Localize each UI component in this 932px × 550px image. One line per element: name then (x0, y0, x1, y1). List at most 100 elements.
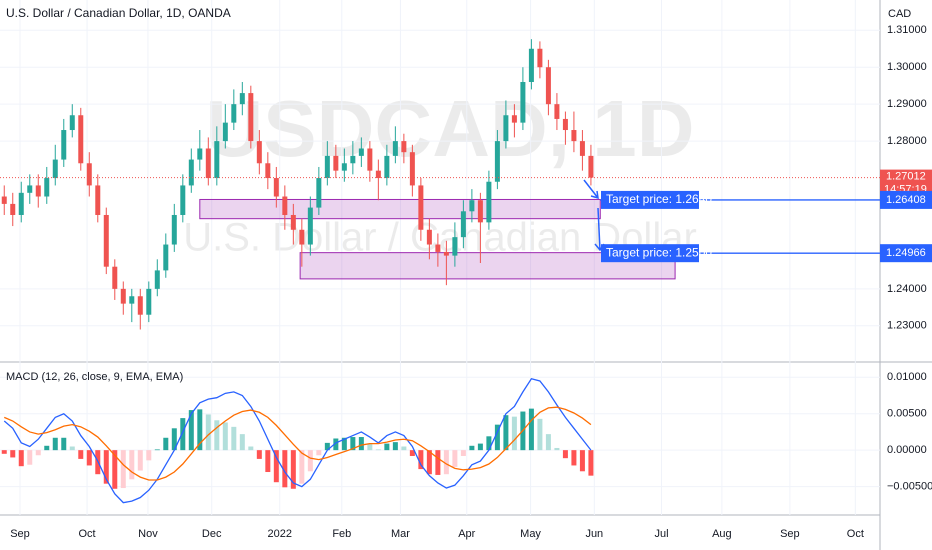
histogram-bar (418, 450, 424, 470)
candle-body (537, 48, 543, 68)
histogram-bar (282, 450, 288, 488)
histogram-bar (35, 450, 41, 456)
histogram-bar (1, 450, 7, 454)
macd-line (3, 378, 592, 504)
candle-body (528, 48, 534, 83)
candle-body (10, 203, 16, 215)
histogram-bar (137, 450, 143, 471)
y-tick-label: 0.01000 (887, 371, 927, 383)
histogram-bar (443, 450, 449, 475)
y-tick-label: 1.28000 (887, 135, 927, 147)
zone (199, 198, 601, 220)
candle-body (477, 200, 483, 223)
histogram-bar (163, 437, 169, 451)
candle-body (188, 159, 194, 186)
target-label: Target price: 1.2640 (606, 192, 712, 206)
histogram-bar (375, 449, 381, 451)
histogram-bar (579, 450, 585, 472)
target-label-box (601, 244, 699, 263)
candle-body (239, 93, 245, 105)
candle-body (486, 181, 492, 223)
histogram-bar (571, 450, 577, 466)
x-tick-label: Dec (202, 528, 222, 540)
signal-line (3, 406, 592, 481)
histogram-bar (44, 445, 50, 451)
histogram-bar (10, 450, 16, 458)
histogram-bar (588, 450, 594, 476)
histogram-bar (78, 450, 84, 459)
x-tick-label: Oct (79, 528, 96, 540)
candle-body (290, 214, 296, 230)
candle-body (112, 266, 118, 289)
candle-body (78, 115, 84, 164)
x-tick-label: Jul (654, 528, 668, 540)
candle-body (503, 115, 509, 142)
histogram-bar (435, 450, 441, 475)
histogram-bar (367, 443, 373, 451)
candle-body (171, 214, 177, 245)
candle-body (358, 148, 364, 156)
y-tick-label: 1.31000 (887, 24, 927, 36)
histogram-bar (248, 446, 254, 451)
x-tick-label: Aug (712, 528, 732, 540)
candle-body (460, 211, 466, 238)
candle-body (18, 192, 24, 215)
candle-body (307, 207, 313, 245)
candle-body (256, 141, 262, 164)
candle-body (579, 141, 585, 156)
candle-body (180, 185, 186, 215)
candle-body (129, 296, 135, 304)
histogram-bar (171, 428, 177, 451)
candle-body (588, 155, 594, 178)
histogram-bar (18, 450, 24, 467)
x-tick-label: Sep (10, 528, 30, 540)
histogram-bar (494, 424, 500, 451)
chart-title: U.S. Dollar / Canadian Dollar, 1D, OANDA (6, 6, 231, 20)
histogram-bar (129, 450, 135, 480)
candle-body (265, 163, 271, 179)
histogram-bar (384, 443, 390, 451)
x-tick-label: Feb (332, 528, 351, 540)
histogram-bar (52, 437, 58, 451)
x-tick-label: 2022 (267, 528, 291, 540)
last-price-label: 1.27012 (886, 171, 926, 183)
candle-body (95, 185, 101, 215)
histogram-bar (180, 418, 186, 451)
candle-body (435, 244, 441, 252)
candle-body (146, 288, 152, 315)
histogram-bar (299, 450, 305, 484)
candle-body (35, 185, 41, 197)
histogram-bar (61, 437, 67, 451)
candle-body (154, 270, 160, 289)
candle-body (341, 163, 347, 171)
y-tick-label: −0.00500 (887, 480, 932, 492)
histogram-bar (511, 416, 517, 451)
candle-body (120, 288, 126, 304)
candle-body (554, 104, 560, 119)
histogram-bar (112, 450, 118, 489)
histogram-bar (486, 436, 492, 451)
candle-body (205, 148, 211, 179)
histogram-bar (324, 442, 330, 451)
histogram-bar (401, 446, 407, 451)
histogram-bar (562, 450, 568, 459)
candle-body (494, 141, 500, 182)
histogram-bar (477, 443, 483, 451)
histogram-bar (27, 450, 33, 465)
candle-body (418, 185, 424, 230)
target-price-label: 1.26408 (886, 194, 926, 206)
y-tick-label: 1.29000 (887, 98, 927, 110)
candle-body (571, 130, 577, 142)
histogram-bar (103, 450, 109, 484)
histogram-bar (426, 450, 432, 475)
histogram-bar (256, 450, 262, 459)
target-price-box (880, 244, 932, 263)
histogram-bar (197, 409, 203, 451)
candle-body (367, 148, 373, 171)
candle-body (52, 159, 58, 179)
histogram-bar (341, 437, 347, 451)
